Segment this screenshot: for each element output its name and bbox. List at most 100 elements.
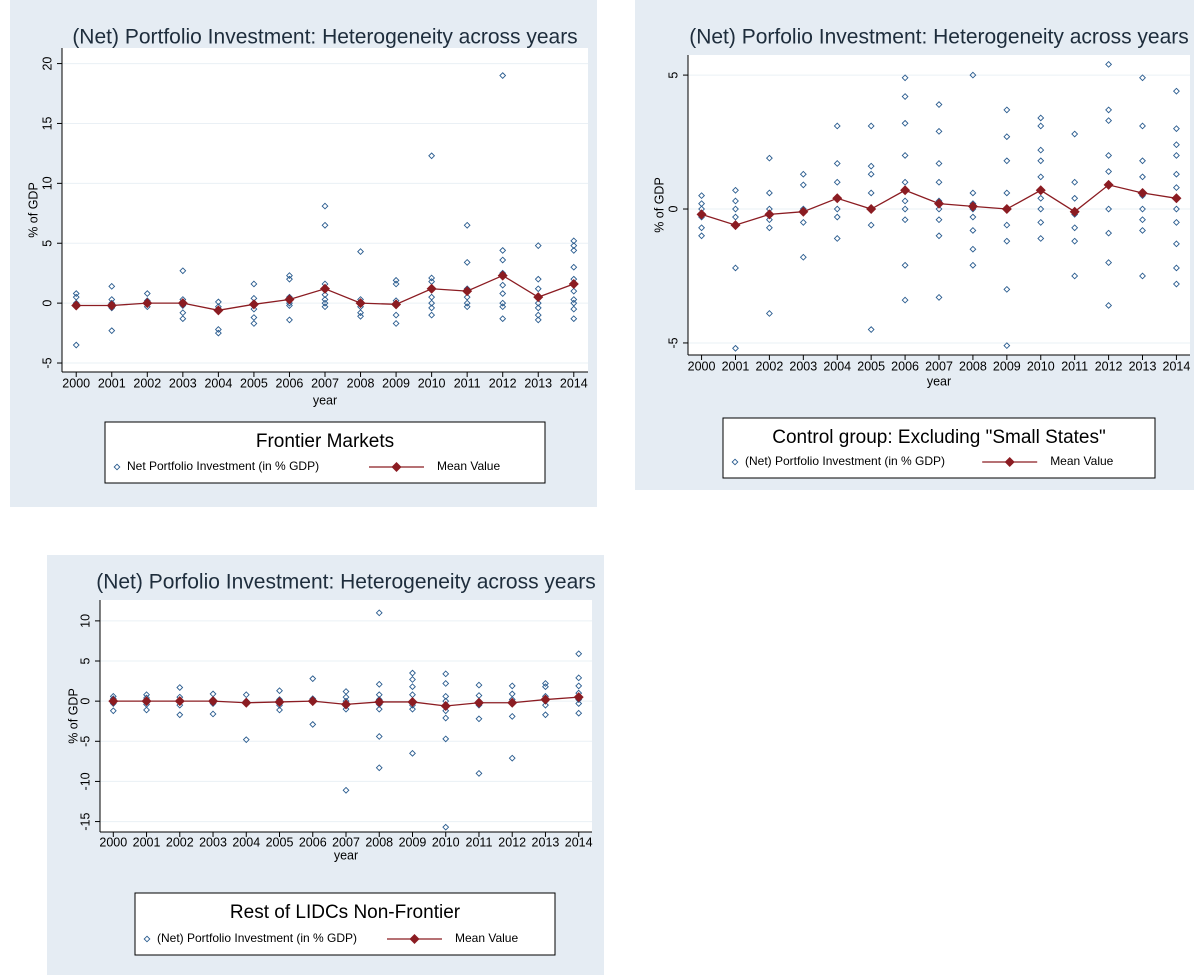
scatter-point [375, 764, 383, 772]
panel: (Net) Porfolio Investment: Heterogeneity… [47, 555, 604, 975]
scatter-point [1172, 280, 1180, 288]
mean-marker [533, 292, 544, 303]
scatter-point [499, 256, 507, 264]
scatter-point [1003, 285, 1011, 293]
scatter-point [463, 258, 471, 266]
legend-entry: Mean Value [437, 459, 500, 473]
x-tick-label: 2007 [332, 835, 360, 849]
scatter-point [442, 670, 450, 678]
scatter-point [499, 72, 507, 79]
x-tick-label: 2012 [498, 835, 526, 849]
scatter-point [1105, 205, 1113, 213]
scatter-point [375, 680, 383, 688]
x-tick-label: 2004 [204, 376, 232, 390]
scatter-point [109, 707, 117, 715]
scatter-point [321, 296, 329, 303]
scatter-point [1105, 152, 1113, 159]
scatter-point [409, 669, 416, 677]
scatter-point [969, 71, 977, 79]
scatter-point [1172, 218, 1180, 226]
scatter-point [1139, 173, 1146, 181]
mean-marker [307, 696, 318, 707]
scatter-point [242, 691, 250, 699]
mean-marker [106, 300, 117, 311]
scatter-point [833, 213, 841, 221]
x-tick-label: 2000 [62, 376, 90, 390]
scatter-point [321, 221, 329, 229]
scatter-point [250, 305, 258, 313]
scatter-point [286, 272, 293, 280]
x-tick-label: 2014 [560, 376, 588, 390]
scatter-point [765, 224, 773, 232]
scatter-point [179, 315, 187, 323]
scatter-point [542, 683, 549, 691]
mean-marker [142, 298, 153, 309]
scatter-point [534, 275, 542, 283]
scatter-point [409, 683, 416, 691]
scatter-point [1003, 157, 1011, 165]
scatter-point [1037, 235, 1045, 242]
scatter-point [1037, 173, 1045, 181]
y-tick-label: 5 [78, 657, 92, 664]
scatter-point [357, 309, 364, 317]
mean-marker [568, 278, 579, 289]
legend-marker [143, 935, 151, 943]
x-tick-label: 2012 [1095, 359, 1123, 373]
scatter-point [108, 327, 116, 335]
scatter-point [570, 305, 578, 313]
legend-entry: Mean Value [1050, 454, 1113, 468]
x-tick-label: 2001 [133, 835, 161, 849]
scatter-point [499, 281, 507, 289]
x-tick-label: 2010 [1027, 359, 1055, 373]
legend-marker [113, 463, 121, 471]
mean-marker [764, 209, 775, 220]
scatter-point [1172, 141, 1180, 149]
mean-marker [540, 694, 551, 705]
scatter-point [1172, 170, 1180, 178]
x-tick-label: 2002 [755, 359, 783, 373]
mean-marker [900, 185, 911, 196]
scatter-point [1105, 60, 1113, 68]
y-tick-label: -5 [40, 357, 54, 368]
scatter-point [799, 181, 807, 189]
scatter-point [321, 303, 329, 311]
x-tick-label: 2000 [688, 359, 716, 373]
scatter-point [442, 692, 450, 700]
mean-marker [208, 696, 219, 707]
scatter-point [428, 274, 436, 282]
scatter-point [534, 304, 542, 312]
scatter-point [833, 122, 841, 130]
scatter-point [1003, 221, 1011, 229]
mean-marker [174, 696, 185, 707]
scatter-point [276, 706, 283, 714]
scatter-point [1172, 87, 1180, 95]
y-tick-label: 10 [78, 614, 92, 628]
scatter-point [833, 178, 841, 186]
scatter-point [935, 216, 943, 224]
mean-marker [274, 696, 285, 707]
x-tick-label: 2006 [299, 835, 327, 849]
mean-marker [426, 283, 437, 294]
scatter-point [1105, 168, 1113, 175]
scatter-point [935, 160, 943, 167]
scatter-point [1071, 178, 1079, 186]
plot-area [62, 48, 588, 372]
x-tick-label: 2003 [789, 359, 817, 373]
mean-marker [1001, 204, 1012, 215]
y-tick-label: 0 [40, 300, 54, 307]
mean-marker [440, 700, 451, 711]
scatter-point [901, 197, 909, 205]
x-tick-label: 2011 [454, 376, 481, 390]
x-tick-label: 2002 [133, 376, 161, 390]
scatter-point [214, 298, 222, 306]
x-axis-label: year [927, 374, 951, 388]
x-tick-label: 2004 [823, 359, 851, 373]
x-axis-label: year [313, 393, 337, 407]
scatter-point [732, 197, 739, 205]
x-tick-label: 2006 [891, 359, 919, 373]
scatter-point [570, 315, 578, 323]
scatter-point [1139, 216, 1146, 224]
scatter-point [375, 609, 383, 617]
scatter-point [143, 290, 151, 297]
scatter-point [765, 189, 773, 197]
